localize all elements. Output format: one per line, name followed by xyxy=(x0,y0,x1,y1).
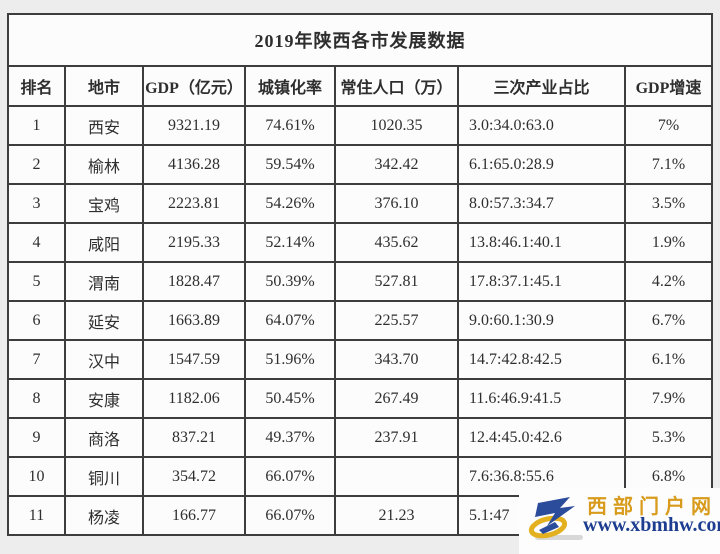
column-header-population: 常住人口（万） xyxy=(334,65,459,107)
cell-urbanization: 74.61% xyxy=(244,105,336,146)
cell-gdp: 4136.28 xyxy=(142,144,246,185)
watermark-site-name: 西部门户网 xyxy=(587,496,717,518)
cell-city: 安康 xyxy=(64,378,144,419)
table-row: 10 铜川 354.72 66.07% 7.6:36.8:55.6 6.8% xyxy=(7,456,713,497)
table-row: 2 榆林 4136.28 59.54% 342.42 6.1:65.0:28.9… xyxy=(7,144,713,185)
table-title: 2019年陕西各市发展数据 xyxy=(7,13,713,67)
cell-city: 杨凌 xyxy=(64,495,144,536)
cell-population: 21.23 xyxy=(334,495,459,536)
table-row: 7 汉中 1547.59 51.96% 343.70 14.7:42.8:42.… xyxy=(7,339,713,380)
cell-gdp: 1828.47 xyxy=(142,261,246,302)
table-header-row: 排名 地市 GDP（亿元） 城镇化率 常住人口（万） 三次产业占比 GDP增速 xyxy=(7,65,713,107)
cell-urbanization: 50.39% xyxy=(244,261,336,302)
cell-population: 343.70 xyxy=(334,339,459,380)
gdp-data-table: 2019年陕西各市发展数据 排名 地市 GDP（亿元） 城镇化率 常住人口（万）… xyxy=(7,13,713,536)
table-row: 4 咸阳 2195.33 52.14% 435.62 13.8:46.1:40.… xyxy=(7,222,713,263)
cell-city: 榆林 xyxy=(64,144,144,185)
cell-rank: 2 xyxy=(7,144,66,185)
cell-gdp: 2195.33 xyxy=(142,222,246,263)
cell-rank: 11 xyxy=(7,495,66,536)
cell-city: 延安 xyxy=(64,300,144,341)
cell-gdp: 1547.59 xyxy=(142,339,246,380)
cell-industry-ratio: 11.6:46.9:41.5 xyxy=(457,378,626,419)
table-row: 3 宝鸡 2223.81 54.26% 376.10 8.0:57.3:34.7… xyxy=(7,183,713,224)
column-header-industry-ratio: 三次产业占比 xyxy=(457,65,626,107)
site-watermark: 西部门户网 www.xbmhw.com xyxy=(519,488,720,554)
cell-urbanization: 66.07% xyxy=(244,456,336,497)
cell-rank: 9 xyxy=(7,417,66,458)
table-row: 6 延安 1663.89 64.07% 225.57 9.0:60.1:30.9… xyxy=(7,300,713,341)
cell-industry-ratio: 13.8:46.1:40.1 xyxy=(457,222,626,263)
column-header-rank: 排名 xyxy=(7,65,66,107)
column-header-city: 地市 xyxy=(64,65,144,107)
cell-gdp-growth: 1.9% xyxy=(624,222,713,263)
cell-urbanization: 51.96% xyxy=(244,339,336,380)
cell-gdp: 2223.81 xyxy=(142,183,246,224)
cell-gdp-growth: 3.5% xyxy=(624,183,713,224)
cell-city: 咸阳 xyxy=(64,222,144,263)
cell-industry-ratio: 9.0:60.1:30.9 xyxy=(457,300,626,341)
cell-gdp: 837.21 xyxy=(142,417,246,458)
cell-population: 527.81 xyxy=(334,261,459,302)
cell-urbanization: 64.07% xyxy=(244,300,336,341)
table-row: 1 西安 9321.19 74.61% 1020.35 3.0:34.0:63.… xyxy=(7,105,713,146)
cell-industry-ratio: 8.0:57.3:34.7 xyxy=(457,183,626,224)
cell-rank: 10 xyxy=(7,456,66,497)
cell-population: 342.42 xyxy=(334,144,459,185)
column-header-gdp-growth: GDP增速 xyxy=(624,65,713,107)
cell-gdp-growth: 7.1% xyxy=(624,144,713,185)
cell-rank: 4 xyxy=(7,222,66,263)
cell-city: 西安 xyxy=(64,105,144,146)
site-logo-icon xyxy=(528,497,583,540)
watermark-site-url: www.xbmhw.com xyxy=(583,514,720,536)
cell-urbanization: 52.14% xyxy=(244,222,336,263)
cell-gdp: 354.72 xyxy=(142,456,246,497)
cell-gdp: 166.77 xyxy=(142,495,246,536)
cell-industry-ratio: 14.7:42.8:42.5 xyxy=(457,339,626,380)
cell-gdp: 1182.06 xyxy=(142,378,246,419)
table-row: 8 安康 1182.06 50.45% 267.49 11.6:46.9:41.… xyxy=(7,378,713,419)
cell-rank: 5 xyxy=(7,261,66,302)
cell-gdp-growth: 6.7% xyxy=(624,300,713,341)
table-title-row: 2019年陕西各市发展数据 xyxy=(7,13,713,67)
cell-industry-ratio: 12.4:45.0:42.6 xyxy=(457,417,626,458)
cell-gdp-growth: 7% xyxy=(624,105,713,146)
cell-rank: 3 xyxy=(7,183,66,224)
cell-rank: 6 xyxy=(7,300,66,341)
cell-population: 435.62 xyxy=(334,222,459,263)
cell-population: 225.57 xyxy=(334,300,459,341)
cell-industry-ratio: 3.0:34.0:63.0 xyxy=(457,105,626,146)
cell-gdp: 9321.19 xyxy=(142,105,246,146)
cell-gdp-growth: 6.1% xyxy=(624,339,713,380)
cell-city: 铜川 xyxy=(64,456,144,497)
cell-gdp: 1663.89 xyxy=(142,300,246,341)
column-header-gdp: GDP（亿元） xyxy=(142,65,246,107)
cell-urbanization: 54.26% xyxy=(244,183,336,224)
cell-population: 376.10 xyxy=(334,183,459,224)
cell-industry-ratio: 6.1:65.0:28.9 xyxy=(457,144,626,185)
cell-city: 渭南 xyxy=(64,261,144,302)
cell-city: 汉中 xyxy=(64,339,144,380)
cell-gdp-growth: 5.3% xyxy=(624,417,713,458)
cell-rank: 8 xyxy=(7,378,66,419)
cell-urbanization: 59.54% xyxy=(244,144,336,185)
cell-population: 1020.35 xyxy=(334,105,459,146)
cell-gdp-growth: 7.9% xyxy=(624,378,713,419)
cell-gdp-growth: 4.2% xyxy=(624,261,713,302)
cell-rank: 7 xyxy=(7,339,66,380)
cell-population xyxy=(334,456,459,497)
table-row: 9 商洛 837.21 49.37% 237.91 12.4:45.0:42.6… xyxy=(7,417,713,458)
column-header-urbanization: 城镇化率 xyxy=(244,65,336,107)
table-row: 5 渭南 1828.47 50.39% 527.81 17.8:37.1:45.… xyxy=(7,261,713,302)
cell-urbanization: 49.37% xyxy=(244,417,336,458)
cell-urbanization: 66.07% xyxy=(244,495,336,536)
cell-city: 商洛 xyxy=(64,417,144,458)
cell-urbanization: 50.45% xyxy=(244,378,336,419)
cell-industry-ratio: 17.8:37.1:45.1 xyxy=(457,261,626,302)
cell-city: 宝鸡 xyxy=(64,183,144,224)
cell-population: 267.49 xyxy=(334,378,459,419)
cell-population: 237.91 xyxy=(334,417,459,458)
cell-rank: 1 xyxy=(7,105,66,146)
